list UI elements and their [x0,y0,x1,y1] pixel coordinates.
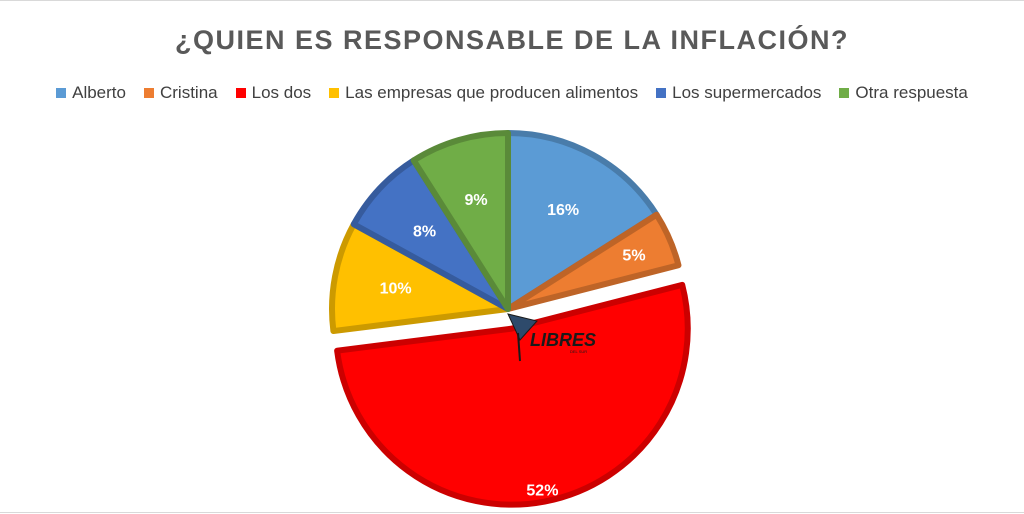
slice-data-label: 8% [413,224,436,241]
slice-data-label: 5% [622,247,645,264]
legend-label: Cristina [159,83,218,102]
legend-label: Alberto [72,83,126,102]
pie-slice [329,221,511,335]
slice-data-label: 16% [547,202,579,219]
legend-swatch [656,88,667,98]
slice-data-label: 9% [465,192,488,209]
pie-slice [505,130,660,312]
logo-pennant-icon [507,313,538,341]
legend-label: Los supermercados [672,83,822,102]
legend-label: Los dos [251,83,312,102]
legend-item: Cristina [143,83,218,103]
slice-data-label: 52% [526,482,558,499]
legend-label: Las empresas que producen alimentos [345,83,639,102]
legend-swatch [143,88,154,98]
legend-swatch [56,88,67,98]
logo-text: LIBRES [530,330,596,350]
legend-swatch [329,88,340,98]
slice-data-label: 10% [380,281,412,298]
pie-slice [410,130,511,312]
pie-slice [505,211,682,312]
logo-subtext: DEL SUR [570,349,587,354]
pie-slice [334,281,691,508]
legend-label: Otra respuesta [855,83,968,102]
libres-logo-watermark: LIBRES DEL SUR [507,313,596,362]
chart-legend: Alberto Cristina Los dos Las empresas que p… [0,83,1024,103]
legend-item: Los dos [235,83,312,103]
legend-item: Los supermercados [656,83,821,103]
legend-item: Las empresas que producen alimentos [329,83,638,103]
logo-pole-icon [517,332,521,362]
legend-item: Otra respuesta [839,83,968,103]
legend-swatch [235,88,246,98]
legend-swatch [839,88,850,98]
chart-title: ¿QUIEN ES RESPONSABLE DE LA INFLACIÓN? [174,25,850,55]
legend-item: Alberto [56,83,126,103]
